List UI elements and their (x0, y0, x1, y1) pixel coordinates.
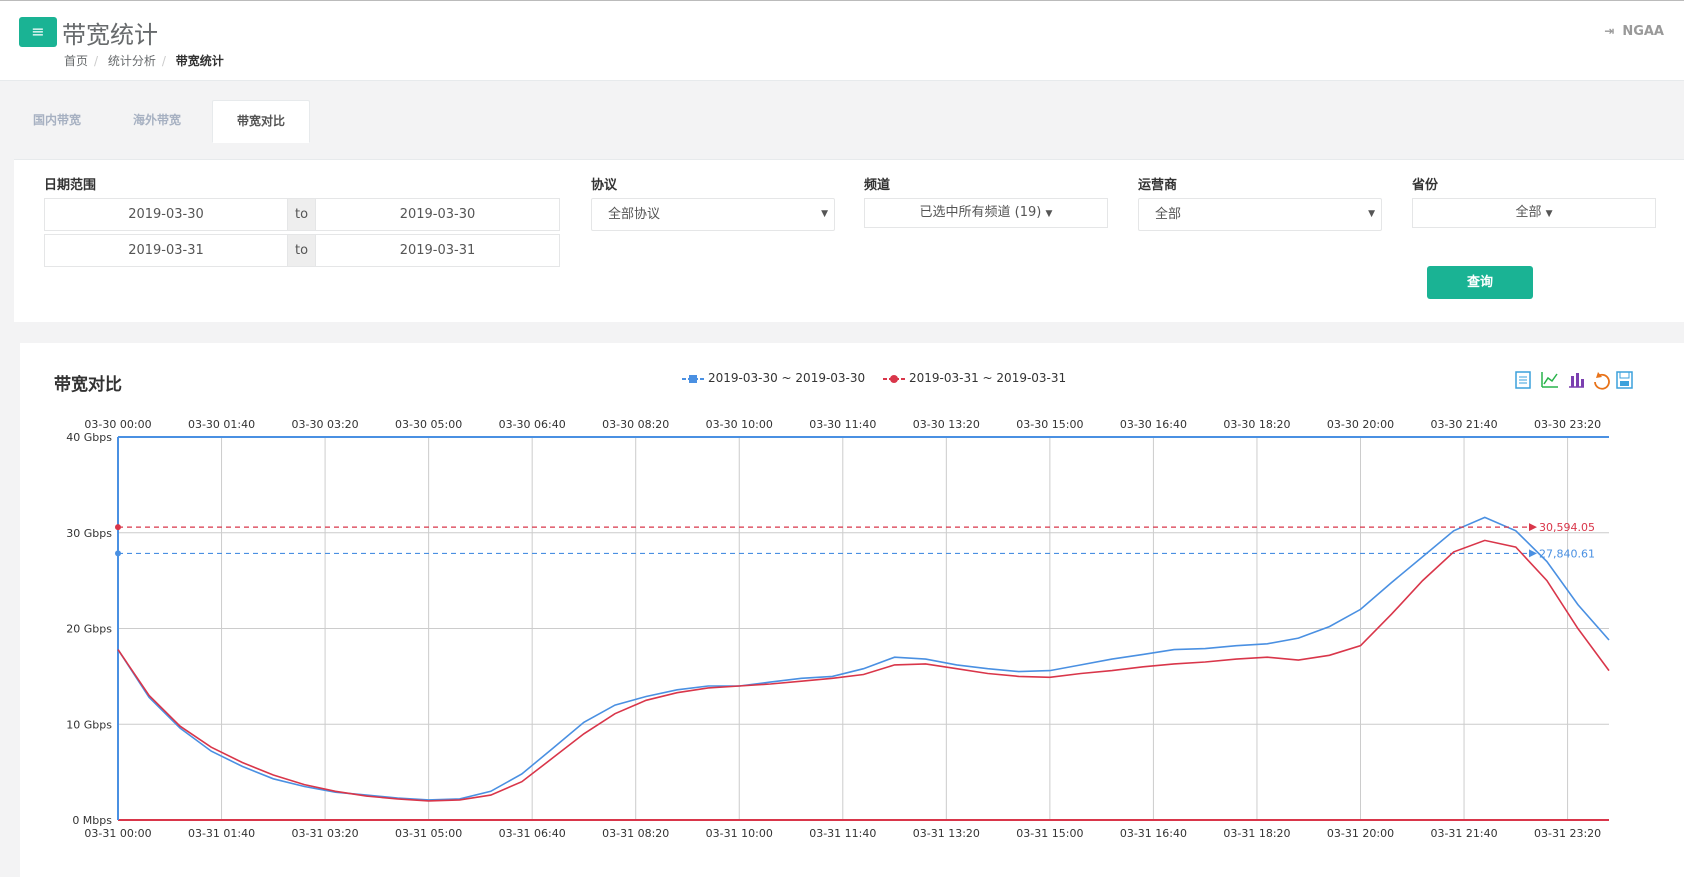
chart-legend: 2019-03-30 ~ 2019-03-30 2019-03-31 ~ 201… (682, 371, 1080, 385)
isp-label: 运营商 (1138, 178, 1178, 193)
range2-to-label: to (287, 234, 316, 267)
channel-value: 已选中所有频道 (19) (919, 205, 1042, 220)
range1-start-input[interactable]: 2019-03-30 (44, 198, 288, 231)
isp-select[interactable]: 全部 ▼ (1138, 198, 1382, 231)
logout-icon: ⇥ (1604, 24, 1615, 38)
isp-value: 全部 (1155, 207, 1182, 222)
range1-to-label: to (287, 198, 316, 231)
province-value: 全部 (1515, 205, 1542, 220)
toolbox-icons (1515, 371, 1633, 390)
page-title: 带宽统计 (62, 21, 158, 49)
page-header: ≡ 带宽统计 首页 / 统计分析 / 带宽统计 ⇥ NGAA (0, 1, 1684, 81)
restore-icon[interactable] (1594, 372, 1610, 390)
range2-start-input[interactable]: 2019-03-31 (44, 234, 288, 267)
save-image-icon[interactable] (1616, 371, 1633, 389)
protocol-label: 协议 (591, 178, 618, 193)
filter-panel: 日期范围 2019-03-30 to 2019-03-30 2019-03-31… (14, 159, 1684, 322)
legend-item-0331[interactable]: 2019-03-31 ~ 2019-03-31 (883, 371, 1066, 385)
breadcrumb-current: 带宽统计 (175, 54, 224, 68)
select-arrow-icon: ▼ (1368, 209, 1375, 219)
channel-dropdown[interactable]: 已选中所有频道 (19) ▼ (864, 198, 1108, 228)
tab-compare[interactable]: 带宽对比 (212, 100, 310, 143)
breadcrumb: 首页 / 统计分析 / 带宽统计 (64, 54, 224, 68)
chart-title: 带宽对比 (54, 375, 122, 395)
line-chart-icon[interactable] (1541, 372, 1558, 388)
province-label: 省份 (1412, 178, 1439, 193)
username: NGAA (1622, 24, 1664, 39)
hamburger-icon: ≡ (31, 22, 45, 41)
data-view-icon[interactable] (1515, 371, 1531, 389)
date-range-label: 日期范围 (44, 178, 97, 193)
query-button[interactable]: 查询 (1427, 266, 1533, 299)
legend-swatch-blue (682, 374, 704, 383)
province-dropdown[interactable]: 全部 ▼ (1412, 198, 1656, 228)
caret-down-icon: ▼ (1045, 209, 1053, 219)
menu-toggle-button[interactable]: ≡ (19, 17, 57, 47)
protocol-value: 全部协议 (608, 207, 661, 222)
top-border (0, 0, 1684, 1)
logout-link[interactable]: ⇥ NGAA (1604, 24, 1664, 39)
chart-panel (20, 343, 1684, 877)
legend-swatch-red (883, 374, 905, 383)
bar-chart-icon[interactable] (1569, 373, 1584, 388)
legend-label-0331: 2019-03-31 ~ 2019-03-31 (909, 371, 1067, 385)
tab-overseas[interactable]: 海外带宽 (132, 113, 181, 127)
channel-label: 频道 (864, 178, 891, 193)
range1-end-input[interactable]: 2019-03-30 (315, 198, 560, 231)
chart-toolbox (1514, 370, 1654, 394)
tab-domestic[interactable]: 国内带宽 (32, 113, 81, 127)
legend-label-0330: 2019-03-30 ~ 2019-03-30 (708, 371, 866, 385)
range2-end-input[interactable]: 2019-03-31 (315, 234, 560, 267)
protocol-select[interactable]: 全部协议 ▼ (591, 198, 835, 231)
caret-down-icon: ▼ (1545, 209, 1553, 219)
breadcrumb-home[interactable]: 首页 (64, 54, 89, 68)
legend-item-0330[interactable]: 2019-03-30 ~ 2019-03-30 (682, 371, 865, 385)
select-arrow-icon: ▼ (821, 209, 828, 219)
breadcrumb-stats[interactable]: 统计分析 (107, 54, 156, 68)
